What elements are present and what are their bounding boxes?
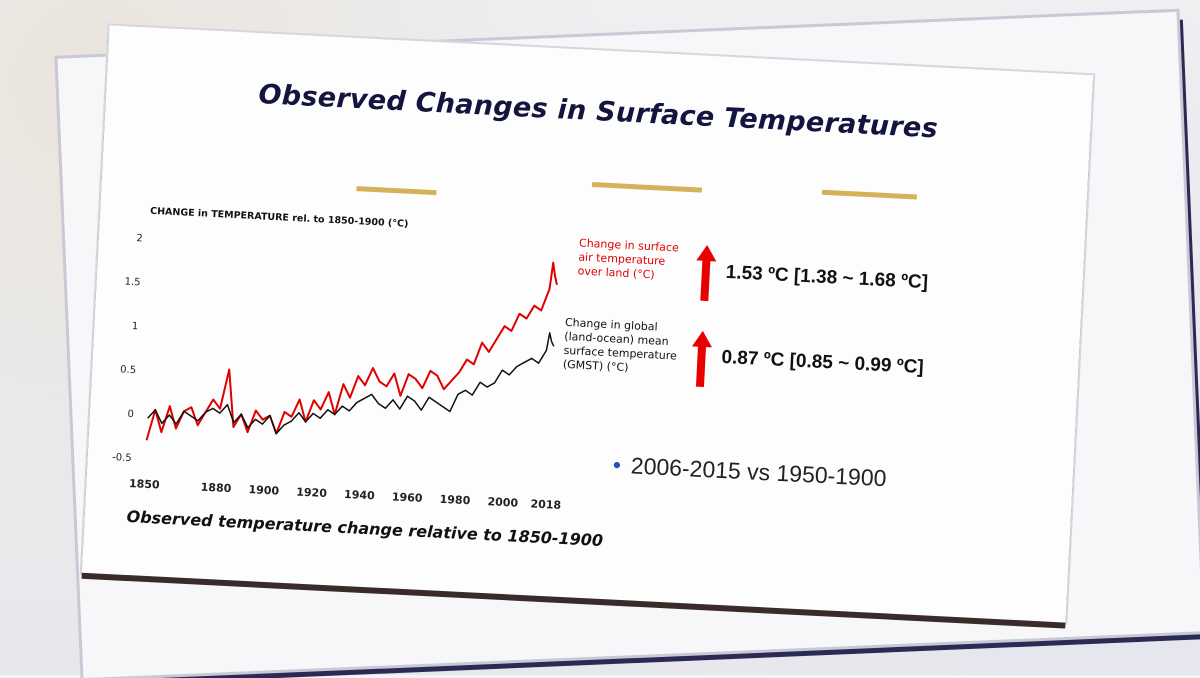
x-tick-label: 2018 (530, 497, 561, 512)
slide-title: Observed Changes in Surface Temperatures (257, 79, 939, 145)
decorative-bar (591, 182, 703, 193)
x-tick-label: 2000 (487, 495, 519, 510)
y-tick-label: 1.5 (124, 277, 140, 289)
bullet-text: 2006-2015 vs 1950-1900 (630, 452, 888, 492)
x-tick-label: 1980 (439, 493, 471, 508)
y-tick-label: 0 (127, 409, 134, 420)
y-tick-label: 0.5 (120, 364, 136, 376)
presentation-slide: Observed Changes in Surface Temperatures… (81, 25, 1094, 623)
up-arrow-icon (694, 244, 718, 302)
y-tick-label: -0.5 (112, 452, 132, 464)
x-tick-label: 1960 (392, 490, 424, 505)
land-warming-value: 1.53 ºC [1.38 ~ 1.68 ºC] (725, 261, 929, 294)
series-label-land: Change in surface air temperature over l… (577, 236, 680, 282)
global-temperature-line (147, 332, 555, 435)
x-tick-label: 1920 (296, 485, 328, 500)
global-warming-value: 0.87 ºC [0.85 ~ 0.99 ºC] (720, 346, 925, 379)
bullet-dot-icon: • (612, 451, 622, 478)
up-arrow-icon (690, 330, 713, 387)
x-tick-label: 1880 (200, 481, 232, 496)
temperature-line-chart: 2 1.5 1 0.5 0 -0.5 1850 1880 1900 1920 1940 1960 198… (112, 233, 562, 512)
series-label-global: Change in global (land-ocean) mean surfa… (562, 315, 678, 375)
decorative-bar (356, 186, 437, 196)
x-tick-label: 1940 (344, 488, 376, 503)
y-tick-label: 2 (136, 233, 143, 244)
comparison-bullet: • 2006-2015 vs 1950-1900 (612, 451, 887, 492)
y-tick-label: 1 (132, 321, 139, 332)
x-tick-label: 1900 (248, 483, 280, 498)
decorative-bar (821, 189, 917, 200)
land-temperature-line (145, 261, 558, 441)
x-tick-label: 1850 (129, 477, 161, 492)
